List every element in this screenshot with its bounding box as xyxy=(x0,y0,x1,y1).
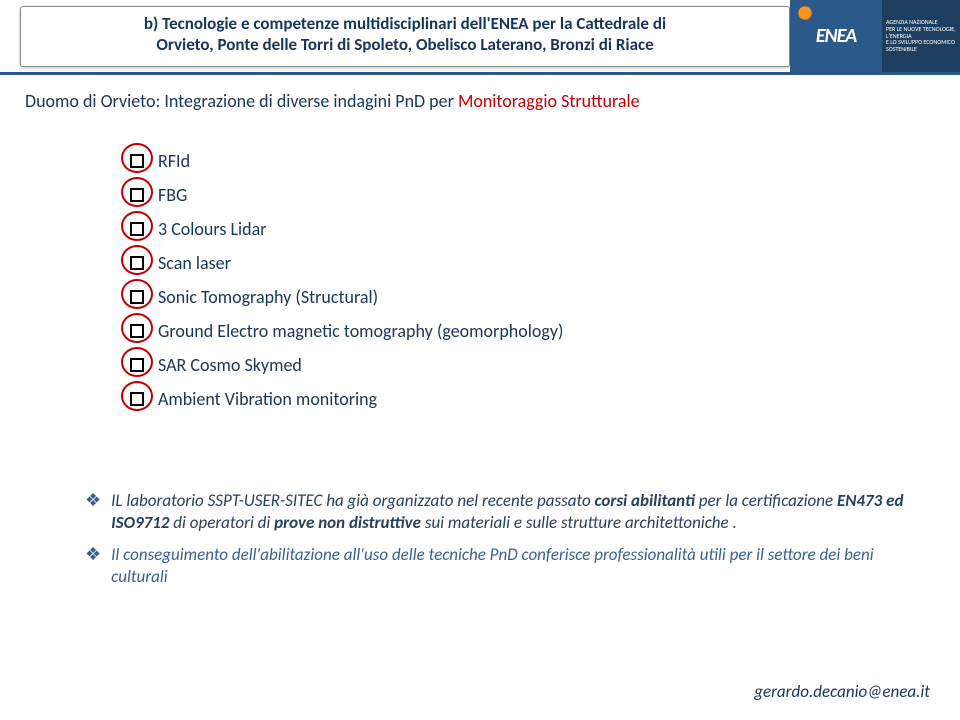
diamond-bullet-icon: ❖ xyxy=(85,490,101,512)
list-item: Scan laser xyxy=(130,252,563,274)
list-label: 3 Colours Lidar xyxy=(158,218,267,240)
header-title-box: b) Tecnologie e competenze multidiscipli… xyxy=(20,6,790,67)
logo-right-panel: AGENZIA NAZIONALE PER LE NUOVE TECNOLOGI… xyxy=(882,0,960,72)
checkbox-icon xyxy=(130,392,144,406)
logo-name: ENEA xyxy=(816,24,857,48)
subtitle-red: Monitoraggio Strutturale xyxy=(458,90,640,112)
subtitle-text: Duomo di Orvieto: Integrazione di divers… xyxy=(25,90,458,112)
enea-logo: ENEA AGENZIA NAZIONALE PER LE NUOVE TECN… xyxy=(790,0,960,72)
list-label: FBG xyxy=(158,184,187,206)
list-item: Ground Electro magnetic tomography (geom… xyxy=(130,320,563,342)
list-item: Ambient Vibration monitoring xyxy=(130,388,563,410)
list-item: Sonic Tomography (Structural) xyxy=(130,286,563,308)
bottom-notes: ❖ IL laboratorio SSPT-USER-SITEC ha già … xyxy=(85,490,910,598)
list-label: Sonic Tomography (Structural) xyxy=(158,286,378,308)
b1-tail: sui materiali e sulle strutture architet… xyxy=(421,512,737,533)
logo-tag4: E LO SVILUPPO ECONOMICO SOSTENIBILE xyxy=(886,39,956,53)
b1-pre: IL laboratorio SSPT-USER-SITEC ha già or… xyxy=(111,490,594,511)
header-line-1: b) Tecnologie e competenze multidiscipli… xyxy=(31,13,779,34)
checkbox-icon xyxy=(130,188,144,202)
list-label: Ground Electro magnetic tomography (geom… xyxy=(158,320,563,342)
checkbox-icon xyxy=(130,324,144,338)
list-item: RFId xyxy=(130,150,563,172)
list-label: SAR Cosmo Skymed xyxy=(158,354,302,376)
bottom-item-2: ❖ Il conseguimento dell'abilitazione all… xyxy=(85,544,910,588)
checkbox-icon xyxy=(130,290,144,304)
list-item: 3 Colours Lidar xyxy=(130,218,563,240)
list-label: Scan laser xyxy=(158,252,231,274)
bottom-text-2: Il conseguimento dell'abilitazione all'u… xyxy=(111,544,910,588)
logo-left-panel: ENEA xyxy=(790,0,882,72)
header-line-2: Orvieto, Ponte delle Torri di Spoleto, O… xyxy=(31,34,779,55)
checklist: RFId FBG 3 Colours Lidar Scan laser Soni… xyxy=(130,150,563,422)
checkbox-icon xyxy=(130,256,144,270)
checkbox-icon xyxy=(130,222,144,236)
subtitle: Duomo di Orvieto: Integrazione di divers… xyxy=(25,90,935,112)
b1-mid: per la certificazione xyxy=(695,490,837,511)
b1-mid2: di operatori di xyxy=(169,512,274,533)
b1-prove: prove non distruttive xyxy=(274,512,421,533)
diamond-bullet-icon: ❖ xyxy=(85,544,101,566)
list-item: FBG xyxy=(130,184,563,206)
bottom-text-1: IL laboratorio SSPT-USER-SITEC ha già or… xyxy=(111,490,910,534)
bottom-item-1: ❖ IL laboratorio SSPT-USER-SITEC ha già … xyxy=(85,490,910,534)
checkbox-icon xyxy=(130,358,144,372)
header-divider xyxy=(0,72,960,75)
b1-corsi: corsi abilitanti xyxy=(595,490,695,511)
list-label: RFId xyxy=(158,150,190,172)
sun-icon xyxy=(796,4,814,22)
checkbox-icon xyxy=(130,154,144,168)
list-item: SAR Cosmo Skymed xyxy=(130,354,563,376)
list-label: Ambient Vibration monitoring xyxy=(158,388,377,410)
contact-email: gerardo.decanio@enea.it xyxy=(754,681,930,702)
